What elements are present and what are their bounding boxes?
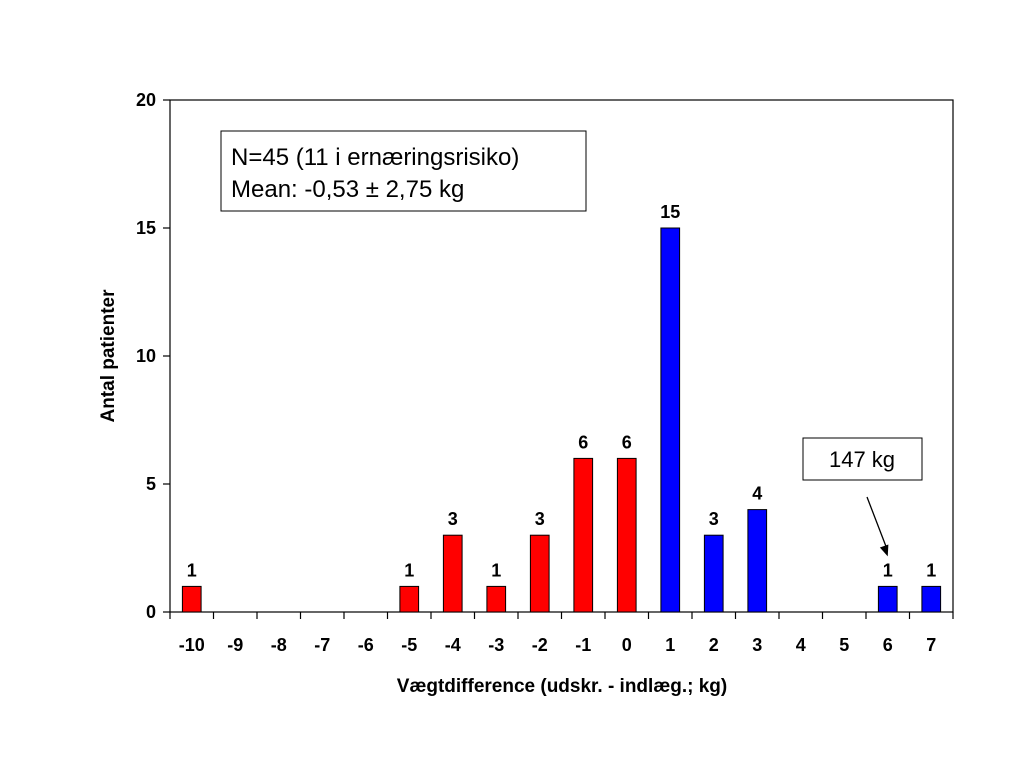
x-tick-label: -5	[401, 635, 417, 655]
x-tick-label: 3	[752, 635, 762, 655]
x-tick-label: -8	[271, 635, 287, 655]
bar-value-label: 3	[535, 509, 545, 529]
x-tick-label: 7	[926, 635, 936, 655]
y-tick-label: 15	[136, 218, 156, 238]
bar	[616, 457, 637, 613]
bar-value-label: 1	[926, 560, 936, 580]
x-tick-label: -2	[532, 635, 548, 655]
x-axis-title: Vægtdifference (udskr. - indlæg.; kg)	[397, 676, 727, 697]
bar	[703, 534, 724, 613]
y-tick-label: 20	[136, 90, 156, 110]
bar-value-label: 15	[660, 202, 680, 222]
x-tick-label: -9	[227, 635, 243, 655]
x-tick-label: 6	[883, 635, 893, 655]
bar	[921, 585, 942, 613]
stats-annotation-line2: Mean: -0,53 ± 2,75 kg	[231, 176, 464, 203]
x-tick-label: 5	[839, 635, 849, 655]
x-tick-label: -7	[314, 635, 330, 655]
y-tick-label: 5	[146, 474, 156, 494]
x-tick-label: -3	[488, 635, 504, 655]
x-tick-label: -6	[358, 635, 374, 655]
bar	[529, 534, 550, 613]
bar	[181, 585, 202, 613]
callout-arrow-line	[866, 496, 888, 549]
y-tick-label: 10	[136, 346, 156, 366]
outlier-callout-frame	[802, 437, 923, 481]
outlier-callout: 147 kg	[802, 437, 923, 481]
bar	[573, 457, 594, 613]
y-tick-label: 0	[146, 602, 156, 622]
stats-annotation-line1: N=45 (11 i ernæringsrisiko)	[231, 144, 519, 171]
bar	[442, 534, 463, 613]
bar-value-label: 1	[187, 560, 197, 580]
bar-value-label: 1	[404, 560, 414, 580]
bar-value-label: 4	[752, 484, 762, 504]
bar	[877, 585, 898, 613]
stats-annotation-frame	[220, 130, 587, 212]
callout-arrow-head	[879, 544, 889, 557]
bar	[399, 585, 420, 613]
x-tick-label: -4	[445, 635, 461, 655]
bar-value-label: 6	[578, 432, 588, 452]
x-tick-label: 1	[665, 635, 675, 655]
x-tick-label: -1	[575, 635, 591, 655]
bar-value-label: 3	[448, 509, 458, 529]
bar-value-label: 1	[491, 560, 501, 580]
outlier-callout-text: 147 kg	[829, 447, 895, 472]
y-axis-title: Antal patienter	[98, 289, 119, 423]
x-tick-label: 0	[622, 635, 632, 655]
bar	[486, 585, 507, 613]
bar-value-label: 6	[622, 432, 632, 452]
x-tick-label: 4	[796, 635, 806, 655]
x-tick-label: 2	[709, 635, 719, 655]
bar-value-label: 3	[709, 509, 719, 529]
x-tick-label: -10	[179, 635, 205, 655]
bar	[660, 227, 681, 613]
bar	[747, 509, 768, 613]
bar-value-label: 1	[883, 560, 893, 580]
stats-annotation: N=45 (11 i ernæringsrisiko) Mean: -0,53 …	[220, 130, 587, 212]
